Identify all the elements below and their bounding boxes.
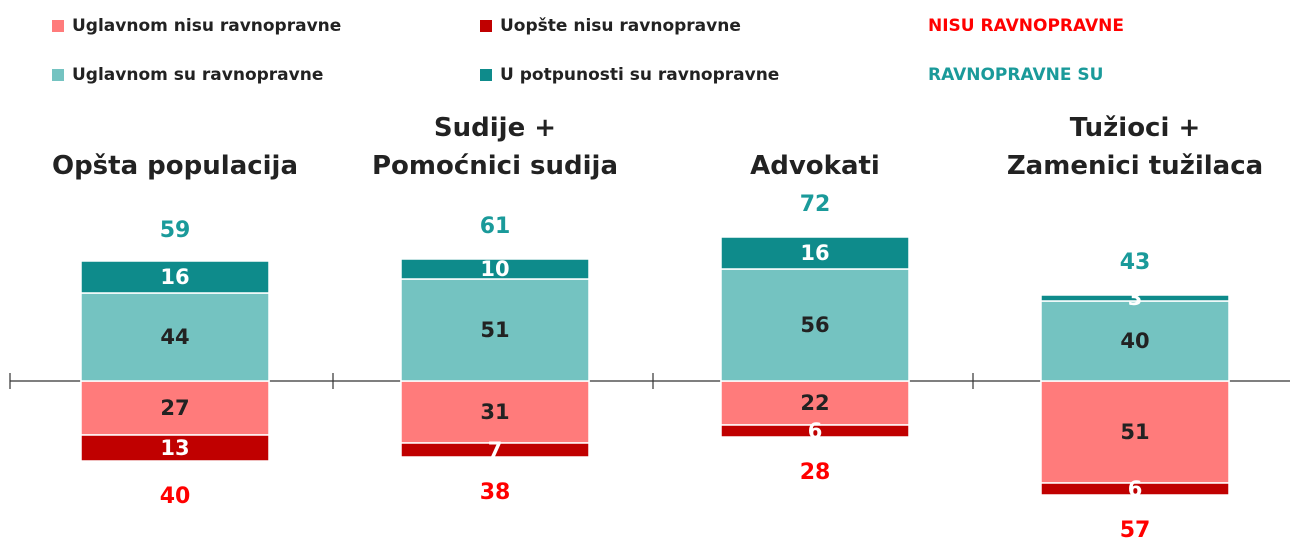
segment-label: 6 (1128, 477, 1143, 501)
segment-label: 40 (1120, 329, 1149, 353)
bar-segment (1040, 482, 1230, 496)
segment-label: 51 (480, 318, 509, 342)
bar-segment (400, 380, 590, 444)
segment-label: 13 (160, 436, 189, 460)
segment-label: 31 (480, 400, 509, 424)
bar-segment (720, 424, 910, 438)
segment-label: 56 (800, 313, 829, 337)
legend-swatch (480, 69, 492, 81)
segment-label: 44 (160, 325, 189, 349)
total-label: 61 (480, 214, 511, 239)
category-title: Opšta populacija (51, 151, 299, 181)
legend-total-label: NISU RAVNOPRAVNE (928, 16, 1124, 36)
legend-swatch (52, 20, 64, 32)
bar-segment (80, 434, 270, 462)
bar-segment (720, 380, 910, 426)
segment-label: 22 (800, 391, 829, 415)
segment-label: 7 (488, 438, 503, 462)
total-label: 57 (1120, 518, 1151, 542)
bar-segment (400, 278, 590, 382)
bar-segment (400, 442, 590, 458)
legend-label: Uopšte nisu ravnopravne (500, 16, 741, 36)
segment-label: 27 (160, 396, 189, 420)
total-label: 43 (1120, 250, 1151, 275)
bar-segment (400, 258, 590, 280)
bar-segment (1040, 300, 1230, 382)
total-label: 28 (800, 460, 831, 485)
segment-label: 16 (160, 265, 189, 289)
segment-label: 16 (800, 241, 829, 265)
category-title: Advokati (750, 151, 880, 181)
total-label: 72 (800, 192, 831, 217)
bar-segment (1040, 294, 1230, 302)
bar-segment (1040, 380, 1230, 484)
bar-segment (80, 260, 270, 294)
bar-segment (720, 268, 910, 382)
category-title: Tužioci + Zamenici tužilaca (1006, 113, 1264, 181)
legend-label: U potpunosti su ravnopravne (500, 65, 779, 85)
segment-label: 51 (1120, 420, 1149, 444)
total-label: 38 (480, 480, 511, 505)
segment-label: 6 (808, 419, 823, 443)
segment-label: 10 (480, 257, 509, 281)
legend-swatch (52, 69, 64, 81)
legend-label: Uglavnom su ravnopravne (72, 65, 323, 85)
total-label: 59 (160, 218, 191, 243)
category-title: Sudije + Pomoćnici sudija (371, 113, 619, 181)
bar-segment (720, 236, 910, 270)
total-label: 40 (160, 484, 191, 509)
legend-total-label: RAVNOPRAVNE SU (928, 65, 1103, 85)
bar-segment (80, 292, 270, 382)
segment-label: 3 (1128, 286, 1143, 310)
legend-label: Uglavnom nisu ravnopravne (72, 16, 341, 36)
legend-swatch (480, 20, 492, 32)
bar-segment (80, 380, 270, 436)
